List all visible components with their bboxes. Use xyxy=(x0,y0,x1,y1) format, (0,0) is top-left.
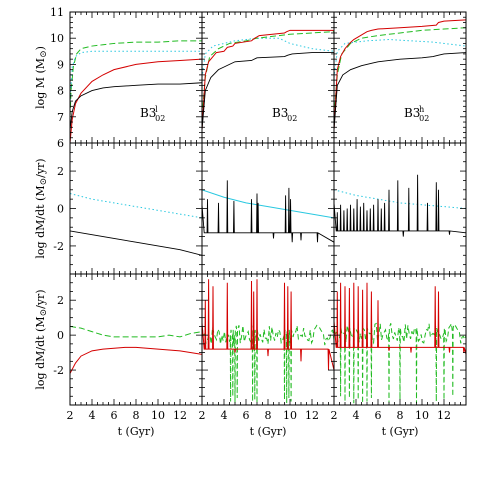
y-tick-label: -2 xyxy=(53,364,64,377)
panel-r2-c0 xyxy=(69,273,203,406)
y-tick-label: 10 xyxy=(50,32,64,45)
series-cyan-0 xyxy=(202,37,334,78)
x-tick-label: 6 xyxy=(111,409,118,422)
series-red-1 xyxy=(70,346,202,374)
series-green-1 xyxy=(334,27,466,117)
series-cyan-0 xyxy=(202,189,334,219)
panel-label-sup: l xyxy=(155,105,158,114)
x-tick-label: 12 xyxy=(173,409,187,422)
panel-r1-c0 xyxy=(69,142,203,275)
x-axis-label: t (Gyr) xyxy=(382,425,419,438)
x-tick-label: 2 xyxy=(67,409,74,422)
panel-label: B3 xyxy=(272,106,288,120)
x-tick-label: 6 xyxy=(243,409,250,422)
y-axis-label: log dM/dt (M⊙/yr) xyxy=(34,158,49,258)
series-green-0 xyxy=(70,40,202,117)
x-tick-label: 4 xyxy=(221,409,228,422)
panel-frame xyxy=(201,11,335,144)
y-tick-label: 8 xyxy=(57,85,64,98)
x-tick-label: 4 xyxy=(353,409,360,422)
series-black-1 xyxy=(334,174,466,237)
panel-frame xyxy=(69,11,203,144)
panel-frame xyxy=(69,142,203,275)
panel-frame xyxy=(201,142,335,275)
x-tick-label: 8 xyxy=(397,409,404,422)
x-tick-label: 2 xyxy=(331,409,338,422)
x-tick-label: 10 xyxy=(151,409,165,422)
x-tick-label: 10 xyxy=(415,409,429,422)
x-tick-label: 12 xyxy=(305,409,319,422)
series-green-1 xyxy=(202,31,334,117)
y-tick-label: 11 xyxy=(50,6,64,19)
x-axis-label: t (Gyr) xyxy=(250,425,287,438)
x-tick-label: 12 xyxy=(437,409,451,422)
series-red-1 xyxy=(202,279,334,371)
x-tick-label: 10 xyxy=(283,409,297,422)
panel-label: B3 xyxy=(404,106,420,120)
series-red-2 xyxy=(334,19,466,130)
panel-label-sub: 02 xyxy=(155,114,165,123)
x-tick-label: 8 xyxy=(133,409,140,422)
series-red-1 xyxy=(334,282,466,355)
x-tick-label: 8 xyxy=(265,409,272,422)
series-cyan-0 xyxy=(334,189,466,209)
y-tick-label: 9 xyxy=(57,58,64,71)
panel-r2-c1 xyxy=(201,273,335,406)
panel-frame xyxy=(333,11,467,144)
panel-r1-c1 xyxy=(201,142,335,275)
series-red-2 xyxy=(202,29,334,130)
y-tick-label: 7 xyxy=(57,111,64,124)
y-axis-label: log M (M⊙) xyxy=(34,46,49,109)
series-black-3 xyxy=(202,52,334,130)
x-tick-label: 2 xyxy=(199,409,206,422)
panel-r2-c2 xyxy=(333,273,467,406)
y-tick-label: 2 xyxy=(57,294,64,307)
series-red-2 xyxy=(70,58,202,143)
series-green-0 xyxy=(70,325,202,338)
series-cyan-0 xyxy=(334,39,466,78)
series-black-3 xyxy=(334,52,466,130)
series-green-0 xyxy=(334,321,466,404)
panel-label-sup: h xyxy=(419,105,424,114)
series-black-1 xyxy=(202,180,334,243)
series-cyan-1 xyxy=(70,50,202,104)
x-axis-label: t (Gyr) xyxy=(118,425,155,438)
panel-r1-c2 xyxy=(333,142,467,275)
series-cyan-0 xyxy=(70,193,202,219)
y-tick-label: 0 xyxy=(57,329,64,342)
y-tick-label: 0 xyxy=(57,203,64,216)
y-tick-label: 2 xyxy=(57,165,64,178)
panel-label-sub: 02 xyxy=(287,114,297,123)
series-black-1 xyxy=(70,230,202,256)
panel-frame xyxy=(69,273,203,406)
x-tick-label: 6 xyxy=(375,409,382,422)
y-axis-label: log dM/dt (M⊙/yr) xyxy=(34,289,49,389)
y-tick-label: 6 xyxy=(57,137,64,150)
panel-label-sub: 02 xyxy=(419,114,429,123)
series-green-0 xyxy=(202,324,334,404)
y-tick-label: -2 xyxy=(53,240,64,253)
x-tick-label: 4 xyxy=(89,409,96,422)
series-black-3 xyxy=(70,82,202,130)
panel-label: B3 xyxy=(140,106,156,120)
